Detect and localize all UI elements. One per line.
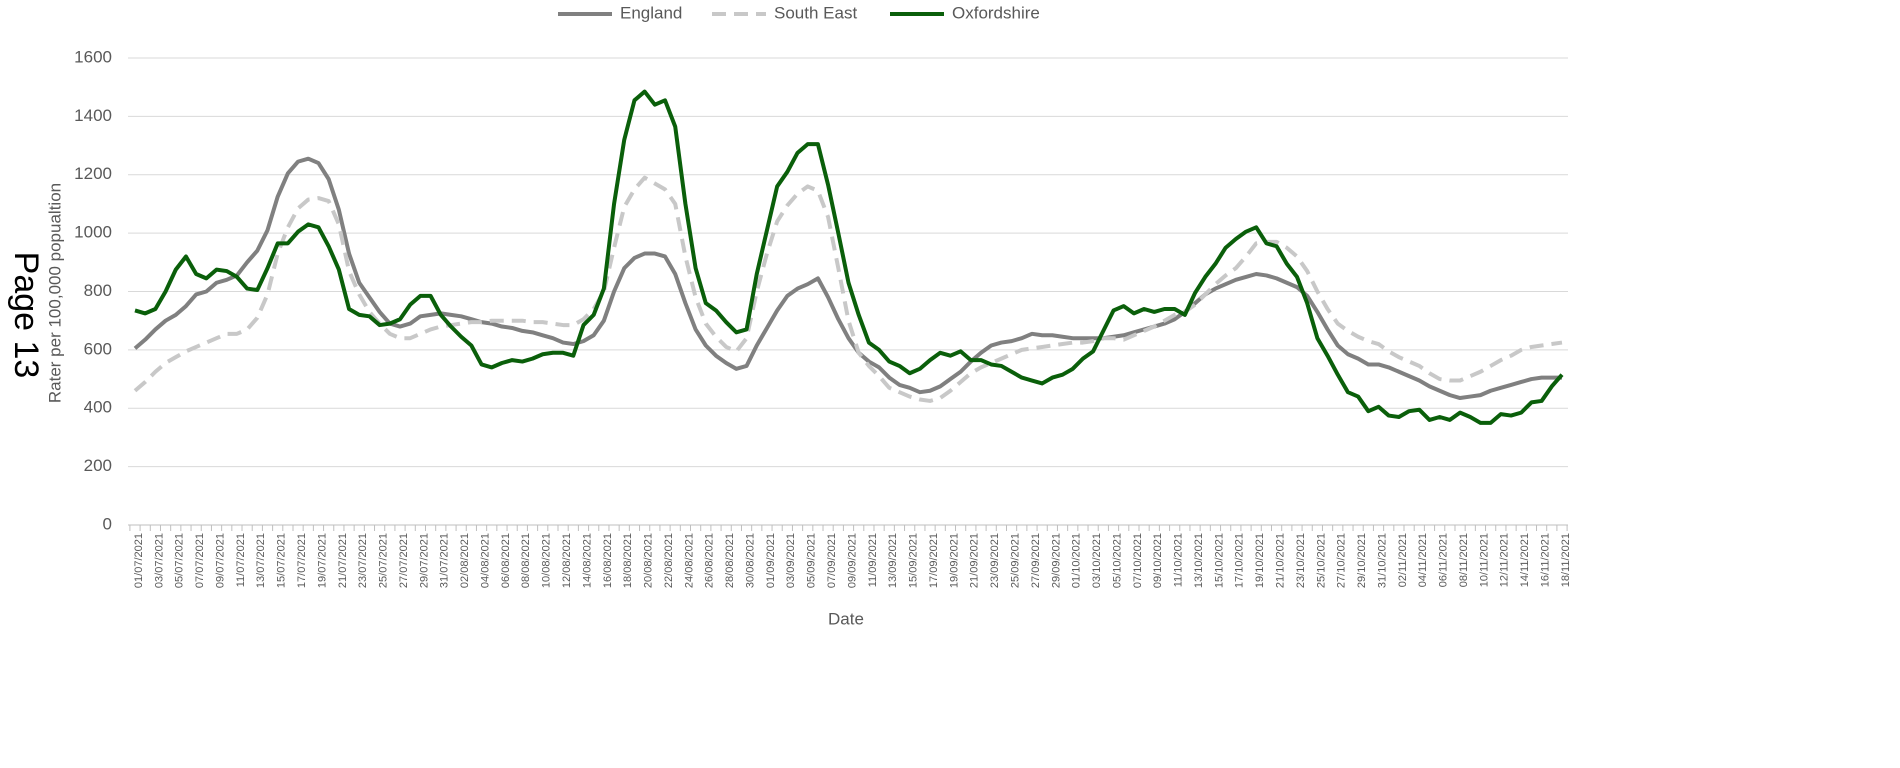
- y-axis-label: Rater per 100,000 popualtion: [45, 183, 64, 403]
- x-tick-label: 13/07/2021: [255, 533, 267, 588]
- y-tick-label: 600: [84, 339, 112, 358]
- x-tick-label: 14/11/2021: [1519, 533, 1531, 587]
- x-tick-label: 13/10/2021: [1193, 533, 1205, 588]
- series-line: [134, 89, 1564, 425]
- y-tick-label: 0: [103, 514, 112, 533]
- x-tick-label: 11/07/2021: [235, 533, 247, 587]
- x-tick-label: 27/09/2021: [1030, 533, 1042, 588]
- x-tick-label: 17/09/2021: [928, 533, 940, 588]
- x-tick-label: 24/08/2021: [683, 533, 695, 588]
- legend-label: South East: [774, 3, 857, 22]
- x-tick-label: 11/09/2021: [867, 533, 879, 587]
- x-tick-label: 01/09/2021: [765, 533, 777, 588]
- x-tick-label: 06/11/2021: [1438, 533, 1450, 587]
- x-tick-label: 03/10/2021: [1091, 533, 1103, 588]
- x-tick-label: 17/10/2021: [1234, 533, 1246, 588]
- x-tick-label: 07/10/2021: [1132, 533, 1144, 588]
- x-tick-label: 13/09/2021: [887, 533, 899, 588]
- x-tick-label: 25/09/2021: [1009, 533, 1021, 588]
- x-tick-label: 05/07/2021: [174, 533, 186, 588]
- x-tick-label: 21/09/2021: [969, 533, 981, 588]
- x-tick-label: 26/08/2021: [704, 533, 716, 588]
- x-tick-label: 09/07/2021: [214, 533, 226, 588]
- x-tick-label: 02/11/2021: [1397, 533, 1409, 587]
- x-tick-label: 15/09/2021: [908, 533, 920, 588]
- x-tick-label: 04/08/2021: [479, 533, 491, 588]
- x-tick-label: 31/10/2021: [1376, 533, 1388, 588]
- y-tick-label: 800: [84, 281, 112, 300]
- series-line: [133, 156, 1562, 401]
- x-tick-label: 15/10/2021: [1213, 533, 1225, 588]
- x-tick-label: 09/09/2021: [846, 533, 858, 588]
- legend-label: Oxfordshire: [952, 3, 1040, 22]
- y-tick-label: 200: [84, 456, 112, 475]
- x-tick-label: 09/10/2021: [1152, 533, 1164, 588]
- x-tick-label: 05/10/2021: [1111, 533, 1123, 588]
- x-tick-label: 25/10/2021: [1315, 533, 1327, 588]
- x-tick-label: 08/11/2021: [1458, 533, 1470, 587]
- x-tick-label: 20/08/2021: [643, 533, 655, 588]
- x-tick-label: 23/07/2021: [357, 533, 369, 588]
- series-line: [133, 175, 1563, 403]
- x-tick-label: 12/08/2021: [561, 533, 573, 588]
- x-tick-label: 18/11/2021: [1560, 533, 1572, 587]
- x-tick-label: 27/07/2021: [398, 533, 410, 588]
- x-tick-label: 01/10/2021: [1071, 533, 1083, 588]
- x-tick-label: 27/10/2021: [1336, 533, 1348, 588]
- x-tick-label: 29/07/2021: [418, 533, 430, 588]
- x-tick-label: 22/08/2021: [663, 533, 675, 588]
- x-tick-label: 10/08/2021: [541, 533, 553, 588]
- x-axis-label: Date: [828, 609, 864, 628]
- x-tick-label: 12/11/2021: [1499, 533, 1511, 587]
- y-tick-label: 1400: [74, 106, 112, 125]
- x-tick-label: 11/10/2021: [1173, 533, 1185, 587]
- x-tick-label: 21/07/2021: [337, 533, 349, 588]
- y-tick-label: 400: [84, 398, 112, 417]
- x-tick-label: 17/07/2021: [296, 533, 308, 588]
- x-tick-label: 05/09/2021: [806, 533, 818, 588]
- x-tick-label: 29/09/2021: [1050, 533, 1062, 588]
- x-tick-label: 10/11/2021: [1478, 533, 1490, 587]
- x-tick-label: 19/10/2021: [1254, 533, 1266, 588]
- page-label: Page 13: [7, 252, 45, 379]
- x-tick-label: 19/07/2021: [316, 533, 328, 588]
- x-tick-label: 02/08/2021: [459, 533, 471, 588]
- legend-label: England: [620, 3, 682, 22]
- x-tick-label: 03/07/2021: [153, 533, 165, 588]
- y-tick-label: 1200: [74, 164, 112, 183]
- x-tick-label: 16/08/2021: [602, 533, 614, 588]
- x-tick-label: 06/08/2021: [500, 533, 512, 588]
- x-tick-label: 04/11/2021: [1417, 533, 1429, 587]
- x-tick-label: 01/07/2021: [133, 533, 145, 588]
- x-tick-label: 07/07/2021: [194, 533, 206, 588]
- x-tick-label: 25/07/2021: [378, 533, 390, 588]
- x-tick-label: 15/07/2021: [276, 533, 288, 588]
- x-tick-label: 03/09/2021: [785, 533, 797, 588]
- x-tick-label: 14/08/2021: [581, 533, 593, 588]
- x-tick-label: 30/08/2021: [744, 533, 756, 588]
- y-tick-label: 1000: [74, 223, 112, 242]
- x-tick-label: 16/11/2021: [1540, 533, 1552, 587]
- y-tick-label: 1600: [74, 47, 112, 66]
- x-tick-label: 23/10/2021: [1295, 533, 1307, 588]
- x-tick-label: 31/07/2021: [439, 533, 451, 588]
- x-tick-label: 28/08/2021: [724, 533, 736, 588]
- x-tick-label: 21/10/2021: [1275, 533, 1287, 588]
- x-tick-label: 29/10/2021: [1356, 533, 1368, 588]
- x-tick-label: 23/09/2021: [989, 533, 1001, 588]
- x-tick-label: 07/09/2021: [826, 533, 838, 588]
- x-tick-label: 19/09/2021: [948, 533, 960, 588]
- x-tick-label: 18/08/2021: [622, 533, 634, 588]
- x-tick-label: 08/08/2021: [520, 533, 532, 588]
